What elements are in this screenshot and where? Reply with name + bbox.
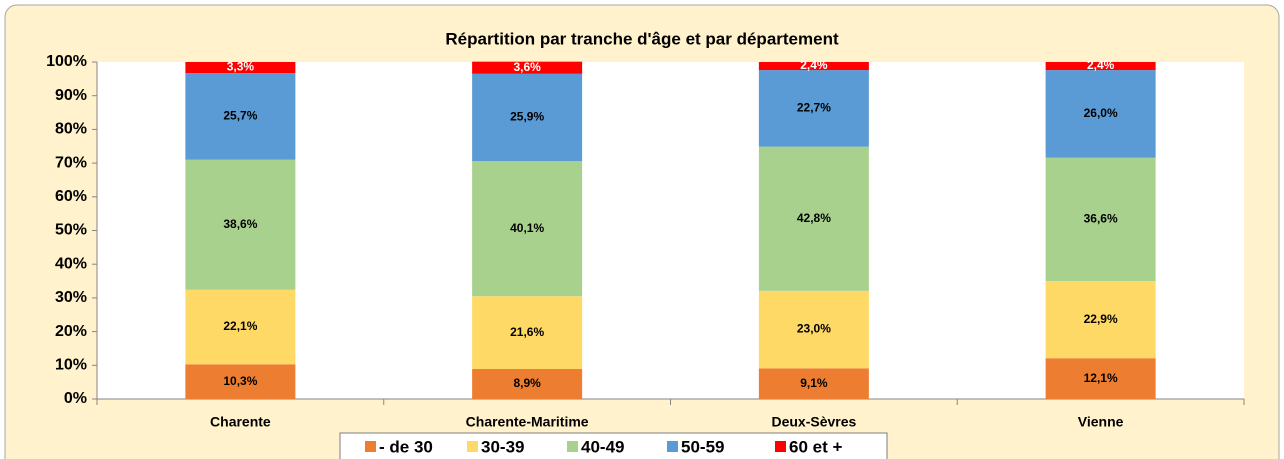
data-label: 25,7% <box>223 109 257 123</box>
y-tick-label: 0% <box>64 390 87 407</box>
bar-segment <box>185 364 296 399</box>
bar-segment <box>472 161 583 297</box>
legend-label: - de 30 <box>379 437 433 456</box>
data-label: 2,4% <box>1087 58 1115 72</box>
data-label: 40,1% <box>510 221 544 235</box>
legend-label: 30-39 <box>481 437 524 456</box>
bar-segment <box>758 368 869 399</box>
x-tick-label: Deux-Sèvres <box>771 414 856 430</box>
y-tick-label: 40% <box>55 255 87 272</box>
bar-segment <box>1045 62 1156 71</box>
y-tick-label: 30% <box>55 289 87 306</box>
data-label: 42,8% <box>797 211 831 225</box>
legend-box <box>339 432 888 459</box>
y-tick-label: 90% <box>55 87 87 104</box>
data-label: 21,6% <box>510 325 544 339</box>
data-label: 12,1% <box>1084 371 1118 385</box>
x-tick-label: Charente-Maritime <box>466 414 589 430</box>
bar-segment <box>185 73 296 160</box>
data-label: 10,3% <box>223 374 257 388</box>
legend-swatch <box>775 441 786 452</box>
x-tick-label: Charente <box>210 414 271 430</box>
data-label: 36,6% <box>1084 212 1118 226</box>
data-label: 3,6% <box>513 60 541 74</box>
data-label: 8,9% <box>513 376 541 390</box>
legend-label: 60 et + <box>789 437 842 456</box>
bar-segment <box>1045 70 1156 158</box>
data-label: 25,9% <box>510 110 544 124</box>
y-tick-label: 80% <box>55 121 87 138</box>
bar-segment <box>472 61 583 74</box>
data-label: 26,0% <box>1084 106 1118 120</box>
bar-segment <box>1045 358 1156 399</box>
bar-segment <box>758 62 869 71</box>
legend-label: 40-49 <box>581 437 624 456</box>
bar-segment <box>185 289 296 365</box>
data-label: 9,1% <box>800 376 828 390</box>
data-label: 38,6% <box>223 217 257 231</box>
bar-segment <box>185 62 296 74</box>
bar-segment <box>758 70 869 147</box>
bar-segment <box>1045 157 1156 282</box>
data-label: 3,3% <box>227 60 255 74</box>
data-label: 23,0% <box>797 322 831 336</box>
legend-swatch <box>467 441 478 452</box>
data-label: 22,1% <box>223 319 257 333</box>
y-tick-label: 60% <box>55 188 87 205</box>
bar-segment <box>185 159 296 290</box>
y-tick-label: 10% <box>55 357 87 374</box>
legend-label: 50-59 <box>681 437 724 456</box>
y-tick-label: 50% <box>55 222 87 239</box>
bar-segment <box>472 296 583 370</box>
bar-segment <box>758 290 869 369</box>
y-tick-label: 70% <box>55 154 87 171</box>
legend-swatch <box>567 441 578 452</box>
chart-title: Répartition par tranche d'âge et par dép… <box>445 29 839 48</box>
y-tick-label: 20% <box>55 323 87 340</box>
data-label: 22,7% <box>797 101 831 115</box>
x-tick-label: Vienne <box>1078 414 1124 430</box>
data-label: 22,9% <box>1084 312 1118 326</box>
bar-segment <box>1045 281 1156 359</box>
legend-swatch <box>667 441 678 452</box>
legend-swatch <box>365 441 376 452</box>
bar-segment <box>758 146 869 291</box>
y-tick-label: 100% <box>46 53 87 70</box>
bar-segment <box>472 73 583 162</box>
bar-segment <box>472 369 583 399</box>
data-label: 2,4% <box>800 58 828 72</box>
